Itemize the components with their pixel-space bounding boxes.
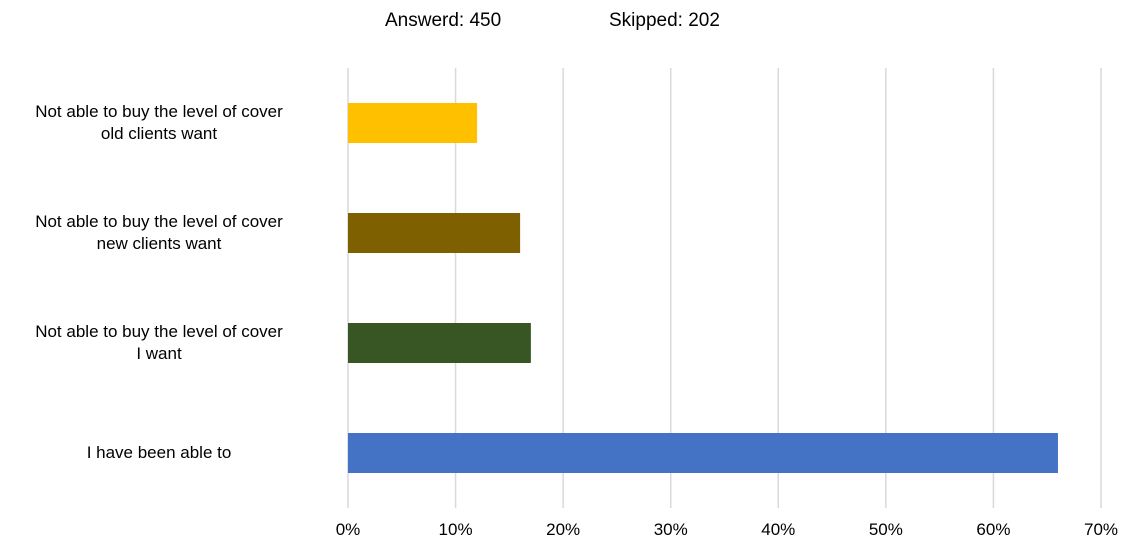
x-tick-label: 10% bbox=[439, 520, 473, 539]
y-category-label: I have been able to bbox=[86, 443, 232, 462]
bar bbox=[348, 323, 531, 363]
x-tick-label: 60% bbox=[976, 520, 1010, 539]
response-summary: Answerd: 450 Skipped: 202 bbox=[0, 10, 1129, 36]
x-tick-label: 20% bbox=[546, 520, 580, 539]
x-tick-label: 50% bbox=[869, 520, 903, 539]
answered-count: Answerd: 450 bbox=[385, 10, 502, 31]
x-tick-label: 0% bbox=[336, 520, 361, 539]
bar bbox=[348, 213, 521, 253]
bar bbox=[348, 103, 478, 143]
x-tick-label: 30% bbox=[654, 520, 688, 539]
y-category-label: Not able to buy the level of cover I wan… bbox=[35, 322, 283, 363]
x-tick-label: 40% bbox=[761, 520, 795, 539]
bar bbox=[348, 433, 1058, 473]
skipped-count: Skipped: 202 bbox=[609, 10, 720, 31]
y-category-label: Not able to buy the level of cover old c… bbox=[35, 102, 283, 143]
y-category-label: Not able to buy the level of cover new c… bbox=[35, 212, 283, 253]
x-tick-label: 70% bbox=[1084, 520, 1118, 539]
